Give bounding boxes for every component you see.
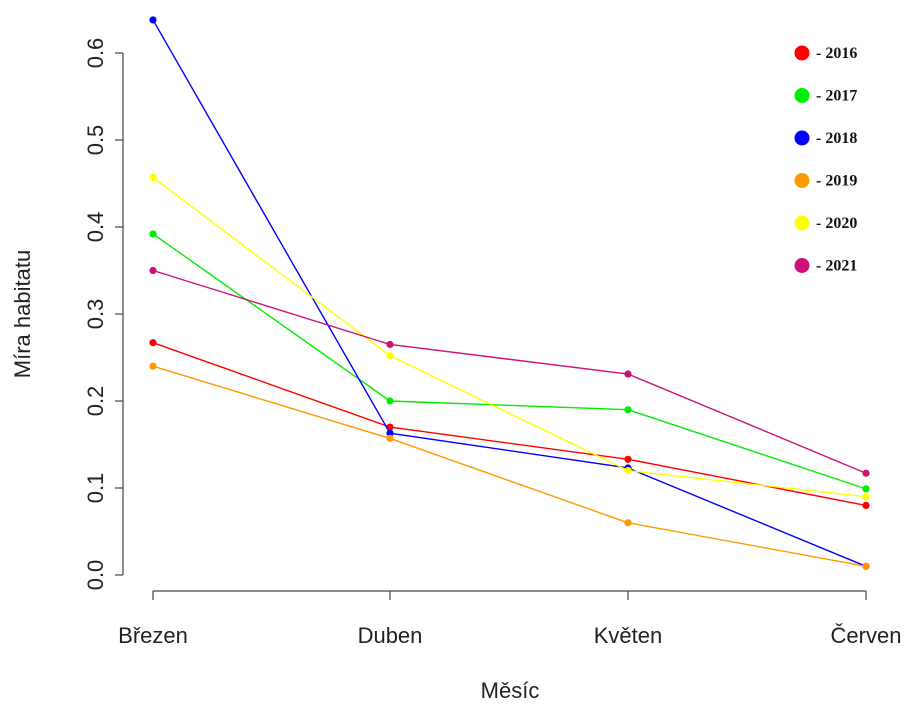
- data-point-2020: [386, 352, 394, 360]
- legend-label: - 2016: [816, 45, 857, 62]
- data-point-2016: [149, 339, 157, 347]
- series-2017: [149, 230, 870, 493]
- series-line-2016: [152, 342, 867, 507]
- y-tick-label: 0.0: [83, 560, 108, 591]
- data-point-2017: [149, 230, 157, 238]
- legend-item-2018: - 2018: [794, 130, 857, 147]
- legend-item-2021: - 2021: [794, 258, 857, 275]
- series-2020: [149, 173, 870, 501]
- data-point-2017: [386, 397, 394, 405]
- legend-item-2016: - 2016: [794, 45, 857, 62]
- x-tick-label: Květen: [594, 623, 663, 648]
- data-point-2020: [624, 467, 632, 475]
- data-point-2020: [149, 173, 157, 182]
- legend-swatch: [794, 45, 810, 61]
- y-axis: 0.0 0.1 0.2 0.3 0.4 0.5 0.6: [83, 38, 124, 591]
- series-2018: [149, 16, 870, 570]
- data-point-2017: [862, 485, 870, 493]
- data-point-2018: [386, 429, 394, 437]
- series-line-2018: [152, 19, 867, 567]
- y-tick-label: 0.4: [83, 212, 108, 243]
- legend-label: - 2017: [816, 88, 857, 105]
- x-tick-label: Červen: [831, 623, 902, 648]
- legend-label: - 2021: [816, 258, 857, 275]
- data-point-2021: [149, 266, 157, 275]
- legend-item-2020: - 2020: [794, 215, 857, 232]
- legend-swatch: [794, 130, 810, 146]
- legend-swatch: [794, 173, 810, 188]
- data-point-2019: [386, 434, 394, 443]
- series-layer: [149, 16, 870, 570]
- data-point-2018: [149, 16, 157, 24]
- data-point-2021: [386, 340, 394, 349]
- legend-label: - 2020: [816, 215, 857, 232]
- y-tick-label: 0.3: [83, 299, 108, 330]
- legend-item-2017: - 2017: [794, 88, 857, 105]
- legend-label: - 2018: [816, 130, 857, 147]
- legend-item-2019: - 2019: [794, 173, 857, 190]
- y-tick-label: 0.1: [83, 473, 108, 504]
- data-point-2021: [862, 469, 870, 477]
- legend: - 2016 - 2017 - 2018 - 2019 - 2020 - 2021: [794, 45, 857, 275]
- series-line-2017: [152, 233, 867, 490]
- series-2016: [149, 339, 870, 509]
- legend-label: - 2019: [816, 173, 857, 190]
- data-point-2019: [149, 362, 157, 370]
- legend-swatch: [794, 215, 810, 231]
- x-tick-label: Duben: [358, 623, 423, 648]
- data-point-2017: [624, 406, 632, 414]
- y-axis-title: Míra habitatu: [10, 250, 35, 378]
- x-axis: Březen Duben Květen Červen: [118, 590, 902, 648]
- data-point-2020: [862, 493, 870, 501]
- data-point-2021: [624, 370, 632, 378]
- series-line-2020: [152, 176, 867, 498]
- y-tick-label: 0.2: [83, 386, 108, 417]
- legend-swatch: [794, 88, 810, 103]
- data-point-2016: [624, 455, 632, 463]
- x-tick-label: Březen: [118, 623, 188, 648]
- y-tick-label: 0.6: [83, 38, 108, 69]
- series-line-2021: [152, 269, 867, 474]
- x-axis-title: Měsíc: [481, 678, 540, 703]
- series-2021: [149, 266, 870, 477]
- data-point-2016: [862, 501, 870, 509]
- data-point-2019: [862, 562, 870, 570]
- legend-swatch: [794, 258, 810, 273]
- data-point-2019: [624, 519, 632, 527]
- series-2019: [149, 362, 870, 570]
- y-tick-label: 0.5: [83, 125, 108, 156]
- series-line-2019: [152, 365, 867, 567]
